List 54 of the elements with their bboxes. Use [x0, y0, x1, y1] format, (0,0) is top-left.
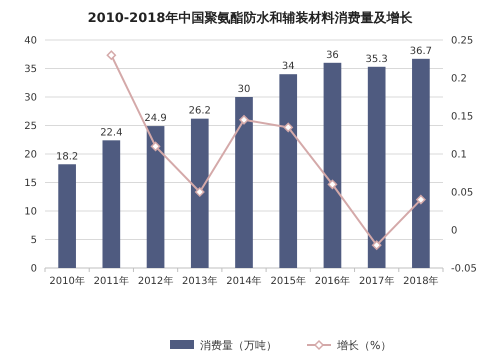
bar — [279, 74, 298, 268]
data-label: 36 — [326, 50, 339, 61]
data-label: 30 — [238, 84, 250, 95]
y2-tick-label: 0.25 — [451, 36, 474, 46]
y2-tick-label: 0.15 — [451, 112, 474, 122]
legend-label: 增长（%） — [336, 339, 392, 352]
y2-tick-label: 0.2 — [451, 74, 467, 84]
data-label: 34 — [282, 61, 295, 72]
data-label: 24.9 — [144, 113, 167, 124]
point — [195, 187, 205, 197]
point — [328, 180, 338, 190]
y-tick-label: 40 — [24, 36, 37, 46]
bar — [368, 66, 386, 268]
y-tick-label: 0 — [30, 264, 37, 274]
x-tick-label: 2014年 — [226, 275, 262, 287]
point — [150, 142, 160, 152]
chart-title: 2010-2018年中国聚氨酯防水和辅装材料消费量及增长 — [88, 10, 414, 26]
y-tick-label: 25 — [24, 121, 37, 132]
y-tick-label: 5 — [30, 235, 37, 246]
x-tick-label: 2018年 — [403, 275, 439, 287]
data-label: 35.3 — [366, 54, 388, 65]
point — [106, 50, 116, 60]
bar — [146, 126, 164, 268]
data-label: 26.2 — [188, 106, 211, 117]
x-tick-label: 2010年 — [49, 275, 85, 287]
data-label: 22.4 — [100, 127, 122, 138]
bar — [324, 62, 342, 268]
x-tick-label: 2016年 — [314, 275, 350, 287]
y-tick-label: 35 — [24, 64, 37, 75]
bar — [412, 58, 430, 268]
point — [283, 122, 293, 132]
y-tick-label: 20 — [24, 150, 37, 160]
y2-tick-label: 0.05 — [451, 188, 474, 198]
bar — [235, 97, 253, 268]
bar — [190, 118, 209, 268]
point — [239, 115, 249, 125]
x-tick-label: 2012年 — [138, 275, 174, 287]
y-tick-label: 30 — [24, 92, 37, 104]
x-tick-label: 2015年 — [270, 275, 306, 287]
data-label: 18.2 — [56, 151, 78, 162]
legend-label: 消费量（万吨） — [200, 339, 277, 352]
y-tick-label: 15 — [24, 178, 37, 189]
y2-tick-label: 0.1 — [451, 150, 467, 160]
bar — [102, 140, 120, 268]
point — [372, 240, 382, 250]
point — [416, 194, 426, 204]
bar — [58, 164, 76, 268]
y2-tick-label: 0 — [451, 226, 458, 236]
x-tick-label: 2011年 — [94, 275, 130, 287]
x-tick-label: 2017年 — [358, 275, 394, 287]
y2-tick-label: -0.05 — [451, 264, 477, 274]
y-tick-label: 10 — [24, 206, 37, 218]
data-label: 36.7 — [410, 46, 432, 57]
x-tick-label: 2013年 — [182, 275, 218, 287]
